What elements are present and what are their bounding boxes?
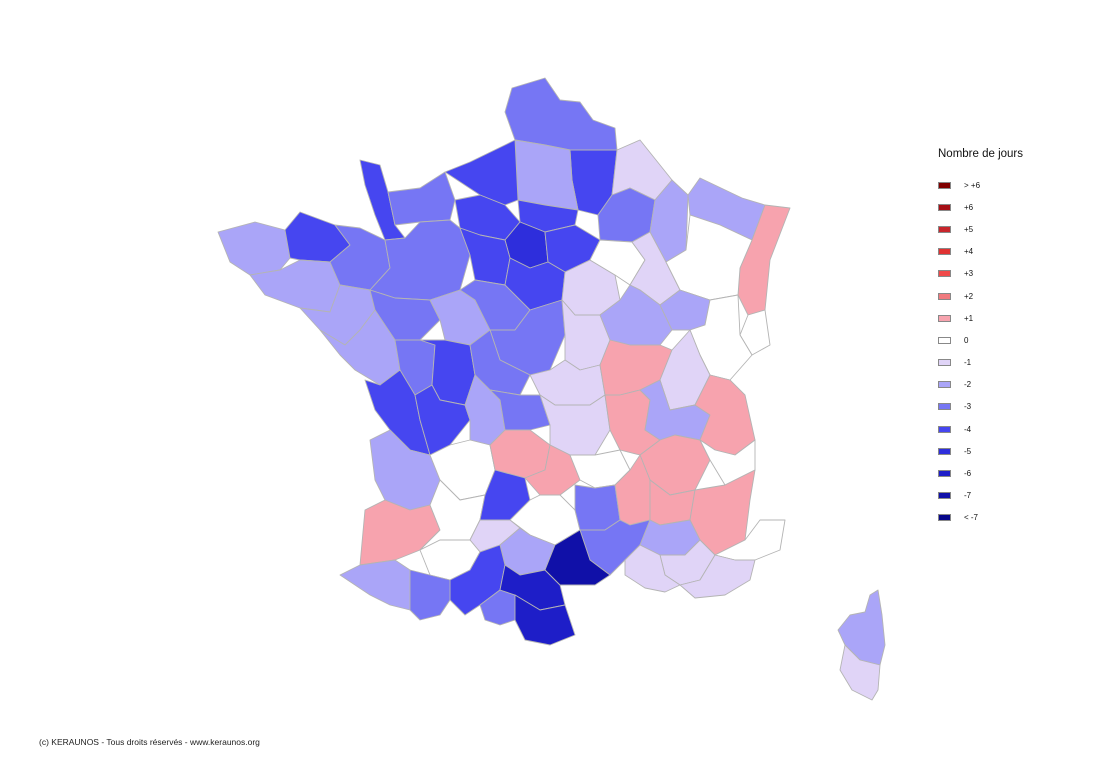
legend-label: -5 xyxy=(964,446,972,456)
dept-somme xyxy=(514,139,579,211)
dept-savoie xyxy=(699,439,756,486)
legend-label: +6 xyxy=(964,202,974,212)
legend-swatch xyxy=(938,270,951,278)
dept-puy-de-dome xyxy=(539,394,611,456)
legend-swatch xyxy=(938,470,951,478)
legend-swatch xyxy=(938,381,951,389)
legend-label: < -7 xyxy=(964,513,979,523)
legend-row: +3 xyxy=(938,263,1058,285)
legend-label: -6 xyxy=(964,469,972,479)
legend-row: +6 xyxy=(938,196,1058,218)
dept-pyrenees-atlantiques xyxy=(339,559,411,611)
dept-var xyxy=(679,554,756,599)
dept-haut-rhin xyxy=(739,309,771,356)
legend-label: -3 xyxy=(964,402,972,412)
legend-label: 0 xyxy=(964,335,969,345)
dept-mayenne-sarthe xyxy=(369,219,471,301)
legend-swatch xyxy=(938,248,951,256)
legend-swatch xyxy=(938,336,951,344)
legend-swatch xyxy=(938,492,951,500)
legend-label: > +6 xyxy=(964,180,981,190)
legend-label: +4 xyxy=(964,247,974,257)
legend-row: -1 xyxy=(938,352,1058,374)
dept-corse-du-sud xyxy=(839,644,881,701)
legend-row: +1 xyxy=(938,307,1058,329)
legend-title: Nombre de jours xyxy=(938,148,1024,160)
dept-herault xyxy=(544,529,611,586)
legend-swatch xyxy=(938,514,951,522)
legend-label: +2 xyxy=(964,291,974,301)
copyright-notice: (c) KERAUNOS - Tous droits réservés - ww… xyxy=(39,737,260,747)
legend-row: -7 xyxy=(938,485,1058,507)
legend-row: > +6 xyxy=(938,174,1058,196)
legend-label: -4 xyxy=(964,424,972,434)
legend-swatch xyxy=(938,447,951,455)
legend-swatch xyxy=(938,314,951,322)
legend-swatch xyxy=(938,425,951,433)
legend-swatch xyxy=(938,359,951,367)
legend-row: +5 xyxy=(938,218,1058,240)
legend-label: +1 xyxy=(964,313,974,323)
legend-swatch xyxy=(938,203,951,211)
dept-hautes-pyrenees xyxy=(409,569,451,621)
legend-row: < -7 xyxy=(938,507,1058,529)
legend-items: > +6 +6 +5 +4 +3 +2 +1 0 -1 -2 -3 -4 -5 -6 -7 < -7 xyxy=(938,174,1058,529)
legend-row: -4 xyxy=(938,418,1058,440)
legend-row: +4 xyxy=(938,241,1058,263)
legend: Nombre de jours > +6 +6 +5 +4 +3 +2 +1 0 -1 -2 -3 -… xyxy=(938,148,1058,529)
dept-pyrenees-orientales xyxy=(514,594,576,646)
dept-calvados xyxy=(387,171,456,226)
legend-swatch xyxy=(938,403,951,411)
dept-nord xyxy=(504,77,618,151)
legend-row: -6 xyxy=(938,462,1058,484)
dept-lozere xyxy=(574,484,621,531)
legend-row: -2 xyxy=(938,374,1058,396)
legend-row: +2 xyxy=(938,285,1058,307)
legend-row: 0 xyxy=(938,329,1058,351)
legend-label: +3 xyxy=(964,269,974,279)
legend-label: -7 xyxy=(964,491,972,501)
legend-label: -1 xyxy=(964,358,972,368)
dept-creuse xyxy=(489,389,551,431)
legend-swatch xyxy=(938,292,951,300)
legend-row: -3 xyxy=(938,396,1058,418)
legend-label: +5 xyxy=(964,224,974,234)
dept-finistere xyxy=(217,221,291,276)
legend-swatch xyxy=(938,225,951,233)
legend-label: -2 xyxy=(964,380,972,390)
legend-swatch xyxy=(938,181,951,189)
legend-row: -5 xyxy=(938,440,1058,462)
